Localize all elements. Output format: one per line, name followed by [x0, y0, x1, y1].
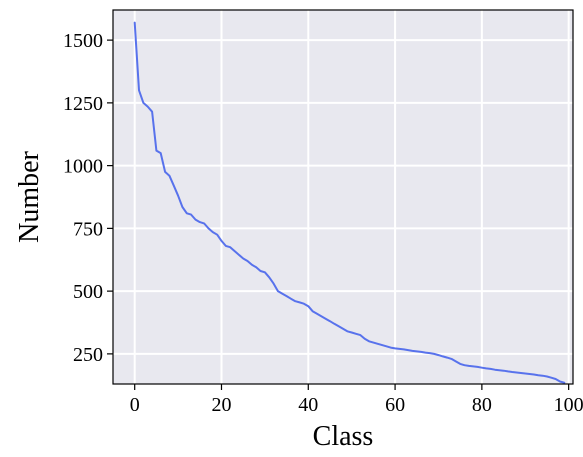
data-series-line — [133, 21, 566, 384]
y-tick-label: 1000 — [63, 156, 103, 178]
y-tick-label: 250 — [73, 344, 103, 366]
y-axis-label: Number — [14, 150, 45, 242]
x-axis-label: Class — [313, 421, 374, 452]
y-tick-label: 1250 — [63, 93, 103, 115]
y-tick-label: 750 — [73, 218, 103, 240]
plot-background — [113, 10, 573, 384]
y-tick-label: 500 — [73, 281, 103, 303]
plot-frame — [112, 9, 574, 385]
x-tick-label: 0 — [130, 394, 140, 416]
x-tick-label: 80 — [472, 394, 492, 416]
x-tick-label: 20 — [211, 394, 231, 416]
y-tick-label: 1500 — [63, 30, 103, 52]
x-tick-label: 40 — [298, 394, 318, 416]
x-tick-label: 60 — [385, 394, 405, 416]
x-tick-label: 100 — [554, 394, 583, 416]
